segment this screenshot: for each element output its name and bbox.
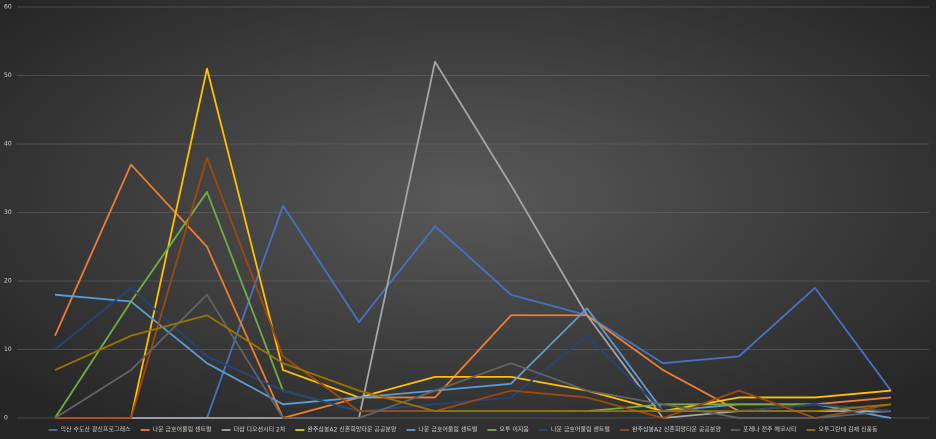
legend-label: 완주삼봉A2 신혼희망타운 공공분양 xyxy=(632,426,721,434)
legend-label: 오투그란데 김제 신풍동 xyxy=(818,426,877,434)
legend-label: 나운 금호어울림 센트럴 xyxy=(551,426,610,434)
legend-label: 나운 금호어울림 센트럴 xyxy=(418,426,477,434)
y-tick-label: 20 xyxy=(4,278,12,285)
y-tick-label: 30 xyxy=(4,209,12,216)
legend-item: 오투그란데 김제 신풍동 xyxy=(806,426,878,434)
legend-label: 완주삼봉A2 신혼희망타운 공공분양 xyxy=(307,426,396,434)
legend-label: 오투 이지움 xyxy=(499,426,529,434)
legend-item: 오투 이지움 xyxy=(487,426,529,434)
legend-label: 포레나 전주 에코시티 xyxy=(743,426,797,434)
legend-item: 완주삼봉A2 신혼희망타운 공공분양 xyxy=(295,426,397,434)
legend-item: 나운 금호어울림 센트럴 xyxy=(406,426,477,434)
legend-label: 더샵 디오션시티 2차 xyxy=(234,426,286,434)
y-tick-label: 50 xyxy=(4,72,12,79)
legend-label: 나운 금호어울림 센트럴 xyxy=(153,426,212,434)
y-tick-label: 10 xyxy=(4,346,12,353)
legend-item: 익산 수도산 광신프로그레스 xyxy=(48,426,132,434)
legend-item: 나운 금호어울림 센트럴 xyxy=(538,426,610,434)
y-tick-label: 60 xyxy=(4,4,12,11)
legend-item: 포레나 전주 에코시티 xyxy=(730,426,797,434)
legend-item: 완주삼봉A2 신혼희망타운 공공분양 xyxy=(619,426,721,434)
y-tick-label: 0 xyxy=(4,415,8,422)
series-line xyxy=(54,293,892,419)
legend-item: 더샵 디오션시티 2차 xyxy=(221,426,286,434)
legend-item: 나운 금호어울림 센트럴 xyxy=(140,426,212,434)
series-line xyxy=(54,314,892,413)
legend-label: 익산 수도산 광신프로그레스 xyxy=(61,426,132,434)
y-tick-label: 40 xyxy=(4,141,12,148)
series-line xyxy=(55,156,892,419)
